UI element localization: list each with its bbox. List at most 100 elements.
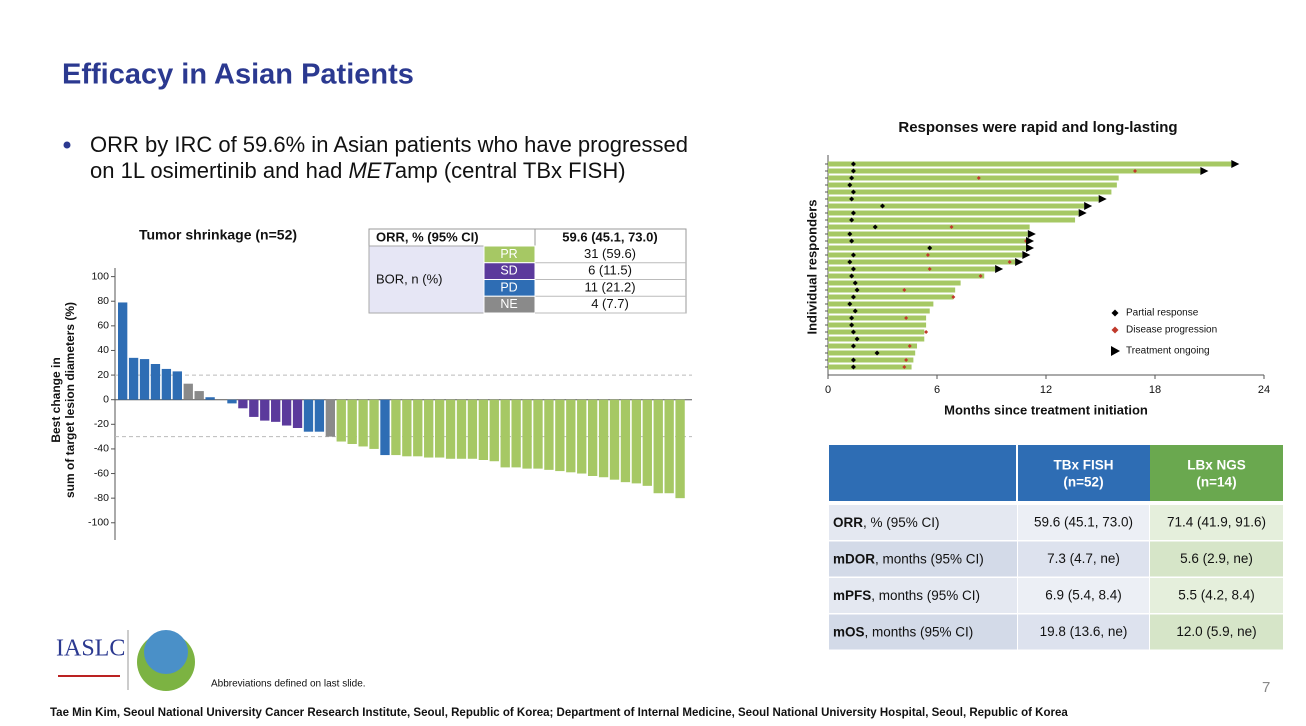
row-label-cell bbox=[829, 541, 1017, 577]
bor-value: 6 (11.5) bbox=[588, 263, 632, 278]
progression-marker bbox=[949, 225, 954, 229]
header-cell bbox=[829, 445, 1150, 501]
bar bbox=[249, 399, 259, 417]
bor-category: NE bbox=[500, 297, 517, 311]
row-label-cell bbox=[829, 614, 1017, 650]
duration-bar bbox=[828, 266, 996, 272]
bar bbox=[292, 399, 303, 428]
table-value: 5.6 (2.9, ne) bbox=[1180, 551, 1253, 566]
bar bbox=[172, 371, 182, 400]
table-value: 59.6 (45.1, 73.0) bbox=[1034, 515, 1133, 530]
duration-bar bbox=[828, 161, 1232, 167]
legend-symbol bbox=[1111, 309, 1119, 317]
bar bbox=[336, 399, 346, 442]
ongoing-marker bbox=[1200, 167, 1209, 175]
bar bbox=[664, 399, 674, 494]
table-label: BOR, n (%) bbox=[376, 271, 442, 286]
slide-title: Efficacy in Asian Patients bbox=[62, 59, 414, 91]
legend-label: Treatment ongoing bbox=[1126, 346, 1210, 357]
y-tick-label: 40 bbox=[97, 344, 109, 356]
bar bbox=[194, 391, 204, 400]
bar bbox=[609, 399, 620, 480]
ongoing-marker bbox=[1027, 230, 1036, 238]
bar bbox=[511, 399, 521, 468]
ongoing-marker bbox=[1078, 209, 1087, 217]
bar bbox=[391, 399, 401, 456]
bar bbox=[183, 383, 193, 400]
row-label-cell bbox=[829, 578, 1017, 613]
duration-bar bbox=[828, 364, 912, 370]
y-tick-label: 60 bbox=[97, 320, 109, 332]
progression-marker bbox=[902, 365, 907, 369]
chart-title: Tumor shrinkage (n=52) bbox=[139, 227, 297, 243]
bar bbox=[577, 399, 587, 474]
bar bbox=[118, 302, 128, 400]
column-header: LBx NGS bbox=[1187, 458, 1246, 473]
column-header: TBx FISH bbox=[1053, 458, 1113, 473]
bar bbox=[325, 399, 335, 437]
bar bbox=[489, 399, 499, 462]
ongoing-marker bbox=[1026, 237, 1035, 245]
bar bbox=[642, 399, 652, 486]
response-marker bbox=[849, 217, 855, 223]
metric-unit: , % (95% CI) bbox=[863, 515, 940, 530]
y-tick-label: 20 bbox=[97, 369, 109, 381]
duration-bar bbox=[828, 196, 1099, 202]
bar bbox=[413, 399, 423, 457]
response-marker bbox=[847, 301, 853, 307]
y-tick-label: 0 bbox=[103, 393, 109, 405]
bor-category: PR bbox=[500, 247, 517, 261]
bar bbox=[161, 368, 172, 400]
row-label: mPFS, months (95% CI) bbox=[833, 588, 980, 603]
x-tick-label: 18 bbox=[1149, 384, 1161, 396]
response-marker bbox=[850, 357, 856, 363]
column-header: (n=52) bbox=[1063, 475, 1103, 490]
row-label-cell bbox=[829, 505, 1017, 540]
x-tick-label: 0 bbox=[825, 384, 831, 396]
y-tick-label: -40 bbox=[94, 443, 109, 455]
ongoing-marker bbox=[1015, 258, 1024, 266]
bor-category: SD bbox=[500, 264, 517, 278]
response-marker bbox=[850, 210, 856, 216]
ongoing-marker bbox=[1026, 244, 1035, 252]
bar bbox=[402, 399, 412, 457]
efficacy-table: TBx FISH (n=52) LBx NGS (n=14) ORR, % (95% C… bbox=[829, 445, 1283, 650]
y-tick-label: -100 bbox=[88, 517, 109, 529]
response-marker bbox=[849, 238, 855, 244]
duration-bar bbox=[828, 252, 1023, 258]
duration-bar bbox=[828, 308, 930, 314]
duration-bar bbox=[828, 231, 1028, 237]
y-tick-label: 80 bbox=[97, 295, 109, 307]
bullet-dot bbox=[63, 141, 71, 149]
response-marker bbox=[850, 364, 856, 370]
bar bbox=[369, 399, 379, 449]
response-marker bbox=[852, 308, 858, 314]
progression-marker bbox=[904, 358, 909, 362]
response-marker bbox=[854, 287, 860, 293]
value-cell bbox=[1150, 505, 1283, 540]
response-marker bbox=[854, 336, 860, 342]
row-label: mOS, months (95% CI) bbox=[833, 624, 973, 639]
response-marker bbox=[874, 350, 880, 356]
legend-label: Partial response bbox=[1126, 308, 1199, 319]
bar bbox=[128, 357, 139, 400]
row-label: mDOR, months (95% CI) bbox=[833, 551, 984, 566]
y-axis-label: sum of target lesion diameters (%) bbox=[63, 302, 77, 498]
response-marker bbox=[850, 161, 856, 167]
metric-unit: , months (95% CI) bbox=[865, 624, 974, 639]
page-number: 7 bbox=[1262, 679, 1270, 696]
swimmer-chart: Responses were rapid and long-lasting Mon… bbox=[804, 119, 1270, 417]
bullet-italic: MET bbox=[348, 158, 396, 183]
y-tick-label: -20 bbox=[94, 418, 109, 430]
progression-marker bbox=[925, 253, 930, 257]
bar bbox=[631, 399, 642, 484]
progression-marker bbox=[976, 176, 981, 180]
bar bbox=[445, 399, 456, 459]
metric: mOS bbox=[833, 624, 865, 639]
response-marker bbox=[850, 343, 856, 349]
bar bbox=[653, 399, 663, 494]
bar bbox=[598, 399, 609, 478]
progression-marker bbox=[924, 330, 929, 334]
bar bbox=[380, 399, 390, 456]
